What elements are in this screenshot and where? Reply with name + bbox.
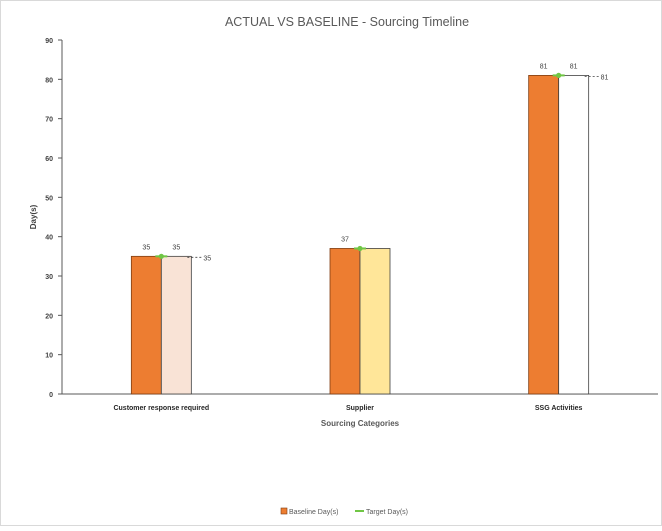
bar-actual [359, 248, 391, 395]
y-tick-label: 50 [45, 195, 53, 202]
y-tick-label: 70 [45, 117, 53, 124]
data-label-actual: 81 [570, 63, 578, 70]
data-label-baseline: 37 [341, 236, 349, 243]
data-label-baseline: 81 [540, 63, 548, 70]
data-label-baseline: 35 [142, 244, 150, 251]
legend-swatch-baseline [280, 507, 288, 515]
bar-actual [558, 75, 590, 395]
y-tick-label: 80 [45, 77, 53, 84]
target-point [556, 72, 562, 78]
x-tick-label: Customer response required [113, 405, 209, 412]
legend: Baseline Day(s) Target Day(s) [280, 507, 408, 516]
bar-baseline [528, 75, 560, 395]
x-axis-title: Sourcing Categories [321, 419, 400, 428]
legend-label-baseline: Baseline Day(s) [289, 509, 338, 516]
chart-title: ACTUAL VS BASELINE - Sourcing Timeline [225, 15, 469, 29]
y-tick-label: 0 [49, 392, 53, 399]
data-label-side: 35 [203, 255, 211, 262]
y-tick-label: 90 [45, 38, 53, 45]
data-label-side: 81 [601, 74, 609, 81]
x-tick-label: Supplier [346, 405, 374, 412]
y-tick-label: 60 [45, 156, 53, 163]
y-tick-label: 20 [45, 313, 53, 320]
x-tick-label: SSG Activities [535, 405, 583, 412]
bar-actual [160, 255, 192, 395]
y-axis-title: Day(s) [29, 204, 38, 229]
y-tick-label: 10 [45, 353, 53, 360]
bar-baseline [130, 255, 162, 395]
legend-label-target: Target Day(s) [366, 509, 408, 516]
target-point [158, 253, 164, 259]
y-tick-label: 30 [45, 274, 53, 281]
y-tick-label: 40 [45, 235, 53, 242]
plot-area: 0 10 20 30 40 50 60 70 80 90 Customer response req… [45, 38, 658, 412]
target-point [357, 245, 363, 252]
bar-baseline [329, 248, 361, 395]
data-label-actual: 35 [172, 244, 180, 251]
